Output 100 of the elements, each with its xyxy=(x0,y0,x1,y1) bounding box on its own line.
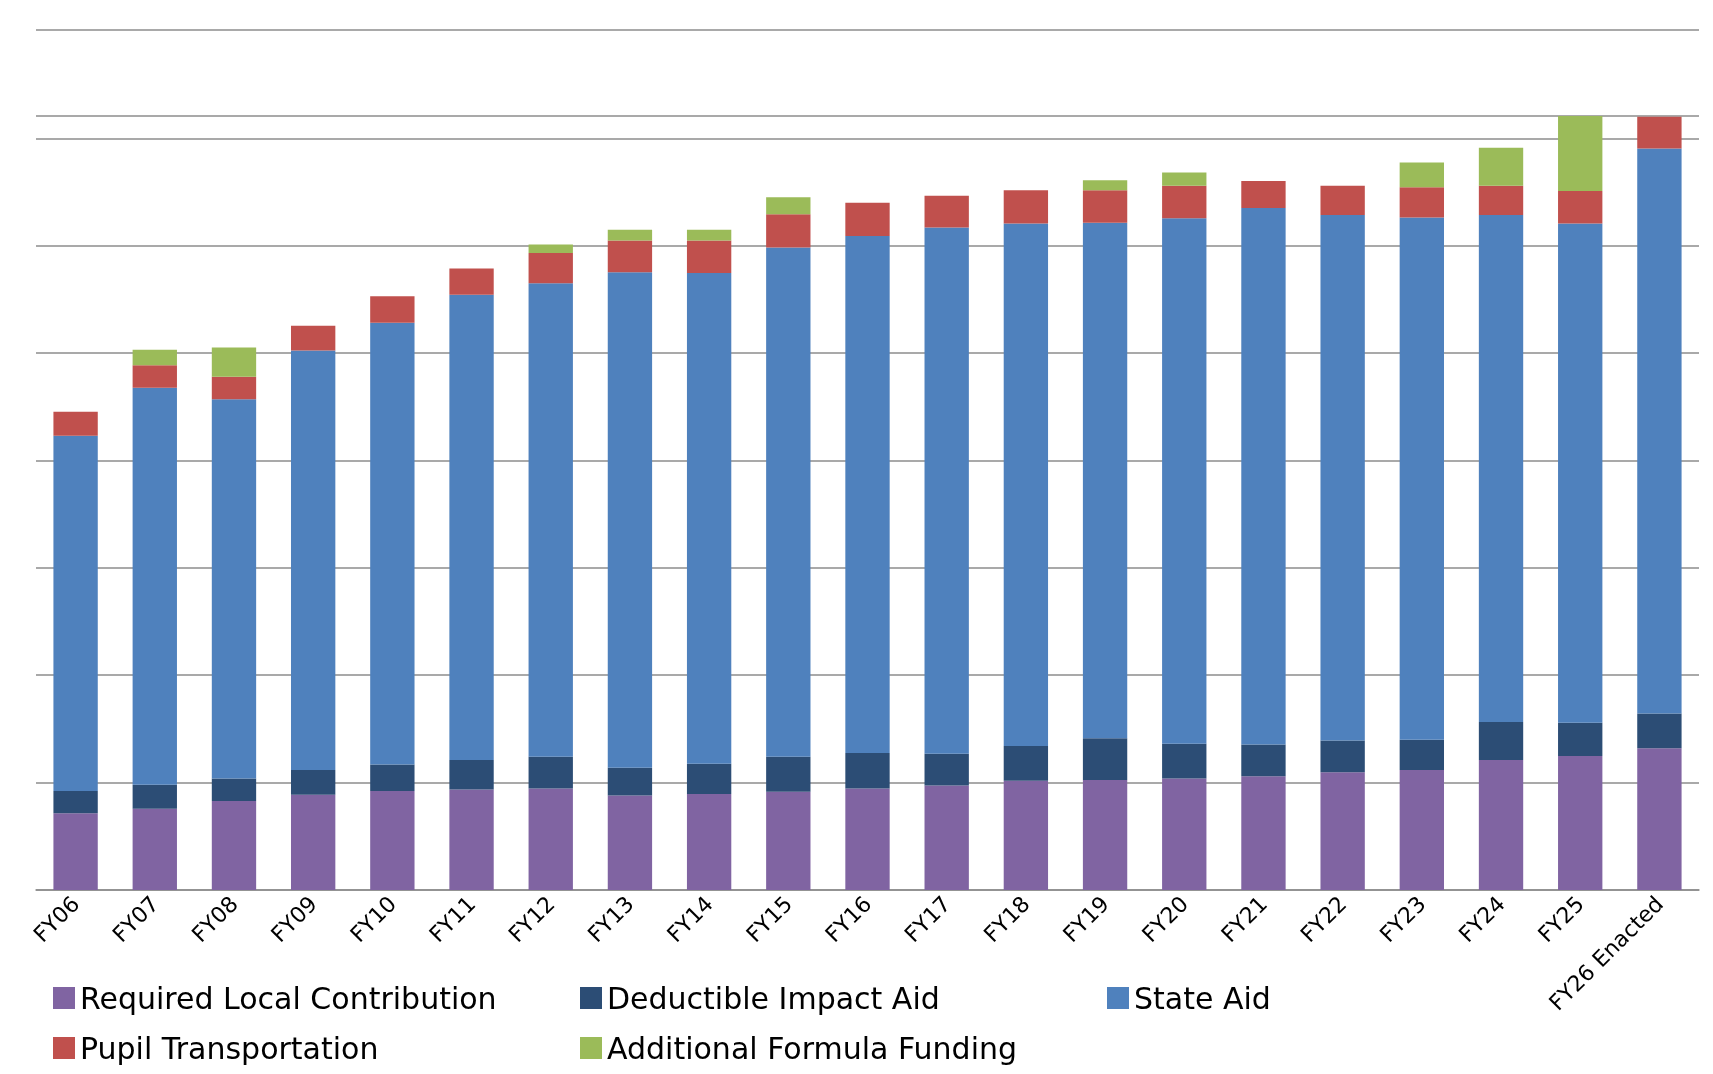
bar xyxy=(1162,778,1207,890)
bar xyxy=(766,791,811,890)
bar xyxy=(607,795,653,890)
bar xyxy=(1320,740,1365,773)
bar xyxy=(924,753,969,786)
bar xyxy=(53,813,98,890)
bar xyxy=(1320,215,1365,741)
bar xyxy=(1082,180,1128,191)
bar xyxy=(1558,722,1603,757)
bar xyxy=(1003,190,1049,224)
bar xyxy=(686,794,732,890)
bar xyxy=(132,387,177,785)
bar xyxy=(1399,770,1445,890)
bar xyxy=(211,778,257,801)
bar xyxy=(766,756,811,792)
bar xyxy=(607,767,653,796)
bar xyxy=(211,376,257,400)
bar xyxy=(211,399,257,779)
bar xyxy=(1162,218,1207,744)
bar xyxy=(528,788,573,890)
bar xyxy=(449,268,494,295)
legend-label: State Aid xyxy=(1134,980,1271,1016)
bar xyxy=(766,214,811,248)
bar xyxy=(1478,759,1524,890)
bar xyxy=(1637,713,1682,749)
bar xyxy=(1558,191,1603,224)
bar xyxy=(1162,743,1207,779)
bar xyxy=(53,435,98,791)
bar xyxy=(1003,746,1049,781)
bar xyxy=(449,294,494,760)
bar xyxy=(845,202,890,236)
bar xyxy=(1082,738,1128,781)
bar xyxy=(132,365,177,388)
bar xyxy=(53,790,98,814)
bar xyxy=(845,788,890,890)
bar xyxy=(1241,181,1286,209)
bar xyxy=(924,227,969,754)
bar xyxy=(686,229,732,241)
bar xyxy=(1162,172,1207,186)
bar xyxy=(924,785,969,890)
bar xyxy=(449,759,494,790)
bar xyxy=(924,195,969,228)
bar xyxy=(1082,190,1128,223)
bar xyxy=(132,784,177,809)
bar xyxy=(686,273,732,764)
legend-label: Pupil Transportation xyxy=(80,1030,379,1066)
bar xyxy=(211,347,257,377)
bar xyxy=(766,247,811,757)
bar xyxy=(1241,776,1286,890)
bar xyxy=(528,253,573,284)
bar xyxy=(528,756,573,789)
bar xyxy=(370,296,415,323)
bar xyxy=(607,229,653,241)
bar xyxy=(845,753,890,789)
bar xyxy=(370,764,415,791)
bar xyxy=(1478,147,1524,186)
bar xyxy=(1241,208,1286,745)
bar xyxy=(290,794,336,890)
bar xyxy=(1478,215,1524,723)
bar xyxy=(528,283,573,757)
bar xyxy=(1082,780,1128,890)
bar xyxy=(1082,222,1128,739)
bar xyxy=(1478,722,1524,760)
bar xyxy=(290,770,336,795)
bar xyxy=(132,349,177,366)
bar xyxy=(1637,116,1682,149)
bar xyxy=(1320,185,1365,216)
bar xyxy=(1399,187,1445,218)
bar xyxy=(1399,739,1445,771)
bar xyxy=(686,240,732,274)
bar xyxy=(1637,748,1682,890)
bar xyxy=(766,197,811,215)
legend-label: Required Local Contribution xyxy=(80,980,497,1016)
bar xyxy=(607,272,653,768)
bar xyxy=(1478,185,1524,216)
bar xyxy=(370,790,415,890)
bar xyxy=(528,244,573,253)
bar xyxy=(290,350,336,771)
bar xyxy=(1399,162,1445,188)
legend-label: Additional Formula Funding xyxy=(607,1030,1018,1066)
bar xyxy=(1241,744,1286,777)
bar xyxy=(132,808,177,890)
bar xyxy=(1637,148,1682,714)
bar xyxy=(607,240,653,273)
bar xyxy=(53,411,98,436)
bar xyxy=(845,235,890,753)
bar xyxy=(290,325,336,351)
bar xyxy=(1399,217,1445,740)
legend-label: Deductible Impact Aid xyxy=(607,980,940,1016)
bar xyxy=(1003,223,1049,747)
bar xyxy=(1558,116,1603,192)
bar xyxy=(1162,185,1207,219)
bar xyxy=(370,322,415,765)
bar xyxy=(211,800,257,890)
bar xyxy=(449,789,494,890)
bar xyxy=(686,763,732,795)
bar xyxy=(1003,780,1049,890)
bar xyxy=(1558,223,1603,723)
bar xyxy=(1320,772,1365,890)
bar xyxy=(1558,756,1603,890)
